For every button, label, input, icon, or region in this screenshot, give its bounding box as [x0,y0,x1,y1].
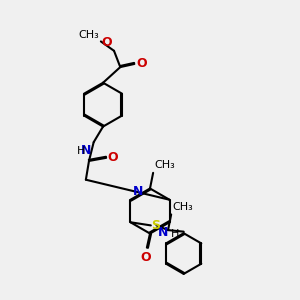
Text: N: N [133,185,143,198]
Text: S: S [152,219,160,232]
Text: N: N [81,144,91,157]
Text: CH₃: CH₃ [155,160,176,170]
Text: CH₃: CH₃ [79,30,99,40]
Text: O: O [136,58,146,70]
Text: CH₃: CH₃ [173,202,194,212]
Text: O: O [108,151,118,164]
Text: H: H [171,229,179,238]
Text: H: H [76,146,85,156]
Text: O: O [101,36,112,49]
Text: N: N [158,226,168,239]
Text: O: O [140,251,151,264]
